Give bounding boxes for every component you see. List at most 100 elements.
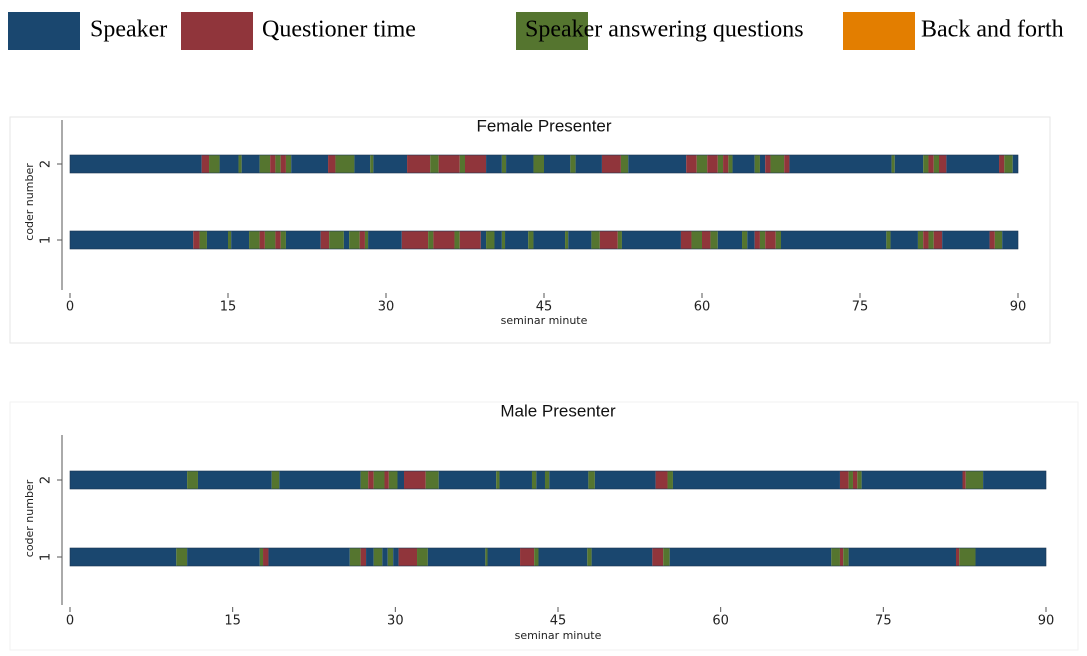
x-axis-label: seminar minute [501,314,588,327]
legend-swatch [8,12,80,50]
segment [928,231,934,249]
segment [427,548,486,566]
segment [999,155,1005,173]
segment [486,155,502,173]
segment [1002,231,1018,249]
chart-title: Male Presenter [500,401,616,420]
segment [373,155,408,173]
segment [538,548,588,566]
segment [238,155,242,173]
segment [401,231,429,249]
segment [843,548,849,566]
segment [894,155,924,173]
segment [398,548,418,566]
segment [329,231,344,249]
segment [275,231,281,249]
segment [486,231,495,249]
segment [754,231,760,249]
segment [686,155,697,173]
segment [197,471,272,489]
segment [387,548,394,566]
segment [285,155,292,173]
segment [839,471,849,489]
x-tick-label: 30 [387,614,404,629]
segment [360,548,367,566]
segment [839,548,844,566]
segment [291,155,329,173]
segment [669,548,832,566]
segment [320,231,330,249]
segment [335,155,355,173]
segment [1004,155,1013,173]
segment [354,155,371,173]
segment [710,231,718,249]
segment [663,548,670,566]
segment [923,231,929,249]
segment [891,155,895,173]
segment [70,548,177,566]
segment [765,231,776,249]
bar-outline [69,470,1047,490]
segment [187,548,260,566]
segment [575,155,602,173]
segment [382,548,388,566]
segment [994,231,1003,249]
segment [528,231,534,249]
segment [499,471,532,489]
segment [965,471,984,489]
segment [933,155,939,173]
segment [249,231,260,249]
x-tick-label: 15 [224,614,241,629]
segment [759,231,766,249]
segment [549,471,589,489]
segment [349,548,361,566]
segment [544,471,550,489]
x-tick-label: 90 [1010,300,1027,315]
segment [199,231,207,249]
segment [193,231,200,249]
segment [206,231,228,249]
segment [259,548,264,566]
segment [187,471,198,489]
segment [241,155,260,173]
segment [368,231,402,249]
segment [393,548,399,566]
segment [680,231,692,249]
legend-label: Speaker answering questions [525,17,804,43]
segment [933,231,943,249]
segment [628,155,687,173]
segment [328,155,336,173]
segment [732,155,755,173]
x-tick-label: 75 [875,614,892,629]
x-axis-label: seminar minute [515,629,602,642]
segment [620,155,629,173]
segment [496,471,500,489]
segment [728,155,733,173]
panel-frame [9,401,1079,651]
segment [570,155,576,173]
segment [544,155,571,173]
segment [364,231,369,249]
segment [831,548,840,566]
x-tick-label: 45 [536,300,553,315]
segment [594,471,656,489]
segment [343,231,350,249]
segment [430,155,439,173]
panel-frame [9,116,1051,344]
segment [404,471,426,489]
segment [962,471,966,489]
x-tick-label: 0 [66,614,74,629]
segment [520,548,535,566]
segment [209,155,220,173]
segment [789,155,892,173]
segment [707,155,718,173]
segment [691,231,702,249]
segment [848,548,956,566]
segment [219,155,239,173]
segment [480,231,487,249]
x-tick-label: 30 [378,300,395,315]
segment [848,471,853,489]
segment [368,471,374,489]
segment [176,548,188,566]
